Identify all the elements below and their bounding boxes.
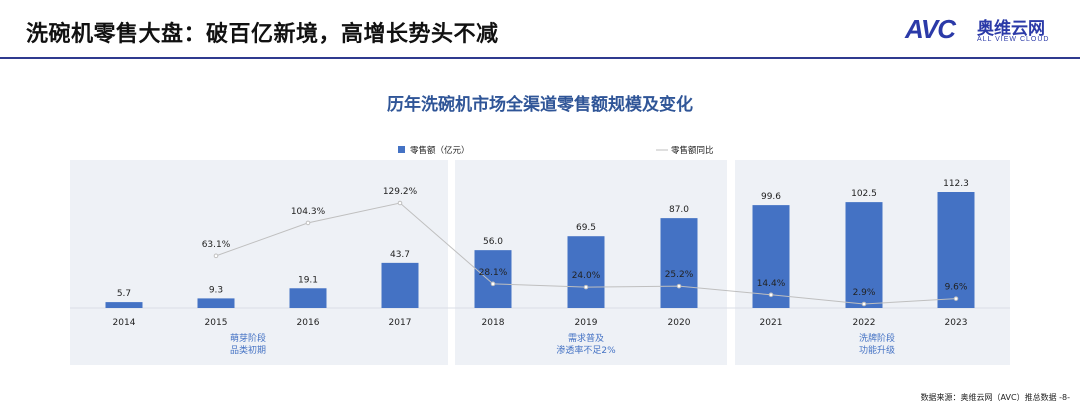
chart-title: 历年洗碗机市场全渠道零售额规模及变化 (387, 95, 693, 115)
bar-2018 (474, 250, 512, 308)
phase-label: 需求普及 (568, 332, 604, 344)
bar-2023 (937, 192, 975, 308)
bar-value-label: 19.1 (298, 275, 318, 285)
yoy-point-2021 (768, 292, 774, 298)
legend-line-label: 零售额同比 (671, 145, 714, 156)
bar-value-label: 69.5 (576, 223, 596, 233)
yoy-value-label: 63.1% (202, 240, 231, 250)
avc-logo: AVC 奥维云网 ALL VIEW CLOUD (905, 14, 1075, 50)
bar-2019 (567, 236, 605, 308)
bar-value-label: 99.6 (761, 192, 781, 202)
legend-bar-label: 零售额（亿元） (410, 145, 470, 156)
phase-label: 品类初期 (230, 344, 266, 356)
yoy-point-2023 (953, 296, 959, 301)
logo-cn-text: 奥维云网 (977, 19, 1045, 39)
yoy-point-2020 (676, 283, 682, 289)
yoy-value-label: 104.3% (291, 207, 326, 217)
bar-value-label: 102.5 (851, 189, 877, 199)
yoy-value-label: 25.2% (665, 270, 694, 280)
phase-label: 萌芽阶段 (230, 332, 266, 344)
phase-label: 渗透率不足2% (556, 344, 616, 356)
x-tick-label: 2020 (668, 318, 691, 328)
yoy-value-label: 129.2% (383, 187, 418, 197)
yoy-value-label: 28.1% (479, 268, 508, 278)
x-tick-label: 2018 (482, 318, 505, 328)
x-tick-label: 2017 (389, 318, 412, 328)
yoy-point-2016 (305, 220, 311, 226)
yoy-point-2018 (490, 281, 496, 287)
bar-2020 (660, 218, 698, 308)
logo-mark: AVC (905, 14, 956, 44)
bar-2015 (197, 298, 235, 308)
yoy-point-2017 (397, 200, 403, 206)
bar-2014 (105, 302, 143, 308)
x-tick-label: 2023 (945, 318, 968, 328)
yoy-point-2019 (583, 284, 589, 290)
bar-value-label: 112.3 (943, 179, 969, 189)
x-tick-label: 2022 (853, 318, 876, 328)
phase-panel-1 (70, 160, 448, 365)
yoy-value-label: 14.4% (757, 279, 786, 289)
bar-value-label: 43.7 (390, 250, 410, 260)
x-tick-label: 2021 (760, 318, 783, 328)
bar-2016 (289, 288, 327, 308)
legend-bar-swatch (398, 146, 405, 153)
logo-en-text: ALL VIEW CLOUD (977, 36, 1050, 43)
bar-2017 (381, 262, 419, 308)
bar-value-label: 87.0 (669, 205, 689, 215)
source-note: 数据来源：奥维云网（AVC）推总数据 -8- (920, 393, 1070, 402)
phase-label: 功能升级 (859, 344, 895, 356)
yoy-value-label: 2.9% (853, 288, 876, 298)
phase-label: 洗牌阶段 (859, 332, 895, 344)
yoy-point-2022 (861, 301, 867, 307)
x-tick-label: 2016 (297, 318, 320, 328)
yoy-value-label: 24.0% (572, 271, 601, 281)
bar-value-label: 56.0 (483, 237, 503, 247)
top-bar: 洗碗机零售大盘：破百亿新境，高增长势头不减 AVC 奥维云网 ALL VIEW … (0, 0, 1080, 59)
bar-2022 (845, 202, 883, 308)
page-title: 洗碗机零售大盘：破百亿新境，高增长势头不减 (26, 22, 499, 47)
title-divider (0, 57, 1080, 59)
x-tick-label: 2014 (113, 318, 136, 328)
yoy-value-label: 9.6% (945, 283, 968, 293)
yoy-point-2015 (213, 253, 219, 259)
bar-value-label: 5.7 (117, 289, 131, 299)
x-tick-label: 2019 (575, 318, 598, 328)
bar-value-label: 9.3 (209, 285, 223, 295)
x-tick-label: 2015 (205, 318, 228, 328)
bar-2021 (752, 205, 790, 308)
